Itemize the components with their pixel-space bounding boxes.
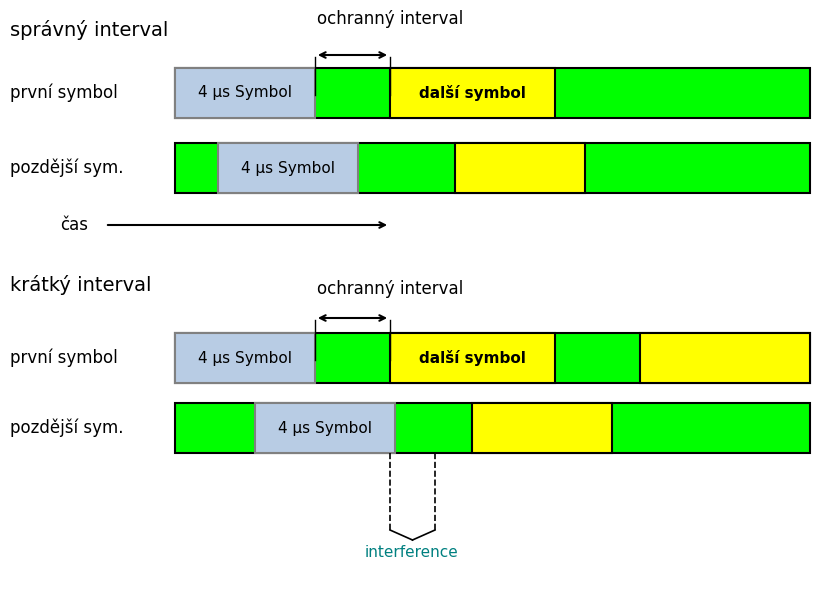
Bar xyxy=(175,403,810,453)
Bar xyxy=(390,333,555,383)
Bar xyxy=(175,143,810,193)
Text: správný interval: správný interval xyxy=(10,20,169,40)
Bar xyxy=(455,143,585,193)
Text: krátký interval: krátký interval xyxy=(10,275,151,295)
Text: pozdější sym.: pozdější sym. xyxy=(10,159,124,177)
Bar xyxy=(175,333,810,383)
Bar xyxy=(175,68,810,118)
Text: 4 µs Symbol: 4 µs Symbol xyxy=(278,420,372,435)
Text: 4 µs Symbol: 4 µs Symbol xyxy=(198,85,292,100)
Bar xyxy=(640,333,810,383)
Text: další symbol: další symbol xyxy=(419,350,526,366)
Text: čas: čas xyxy=(60,216,88,234)
Bar xyxy=(390,68,555,118)
Text: pozdější sym.: pozdější sym. xyxy=(10,418,124,437)
Text: ochranný interval: ochranný interval xyxy=(317,280,463,298)
Text: 4 µs Symbol: 4 µs Symbol xyxy=(241,161,335,176)
Bar xyxy=(255,403,395,453)
Text: první symbol: první symbol xyxy=(10,349,118,367)
Text: první symbol: první symbol xyxy=(10,84,118,102)
Text: interference: interference xyxy=(365,545,459,560)
Bar xyxy=(175,68,315,118)
Bar xyxy=(175,333,315,383)
Text: další symbol: další symbol xyxy=(419,85,526,101)
Bar xyxy=(218,143,358,193)
Text: 4 µs Symbol: 4 µs Symbol xyxy=(198,350,292,365)
Bar xyxy=(472,403,612,453)
Text: ochranný interval: ochranný interval xyxy=(317,10,463,28)
